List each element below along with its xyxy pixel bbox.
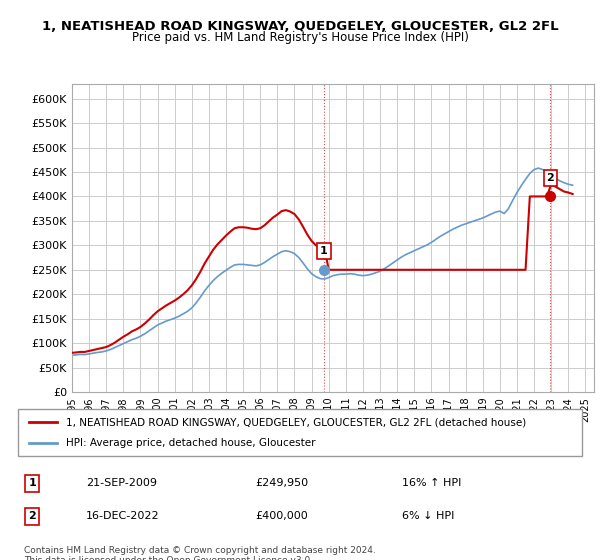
Text: 21-SEP-2009: 21-SEP-2009 [86, 478, 157, 488]
Text: HPI: Average price, detached house, Gloucester: HPI: Average price, detached house, Glou… [66, 438, 316, 448]
Text: 2: 2 [28, 511, 36, 521]
Text: 16-DEC-2022: 16-DEC-2022 [86, 511, 160, 521]
Text: Contains HM Land Registry data © Crown copyright and database right 2024.
This d: Contains HM Land Registry data © Crown c… [24, 546, 376, 560]
Text: 6% ↓ HPI: 6% ↓ HPI [401, 511, 454, 521]
FancyBboxPatch shape [18, 409, 582, 456]
Text: 1, NEATISHEAD ROAD KINGSWAY, QUEDGELEY, GLOUCESTER, GL2 2FL (detached house): 1, NEATISHEAD ROAD KINGSWAY, QUEDGELEY, … [66, 417, 526, 427]
Text: 1: 1 [320, 246, 328, 256]
Text: 1: 1 [28, 478, 36, 488]
Text: Price paid vs. HM Land Registry's House Price Index (HPI): Price paid vs. HM Land Registry's House … [131, 31, 469, 44]
Text: 2: 2 [547, 172, 554, 183]
Text: £249,950: £249,950 [255, 478, 308, 488]
Text: 16% ↑ HPI: 16% ↑ HPI [401, 478, 461, 488]
Text: 1, NEATISHEAD ROAD KINGSWAY, QUEDGELEY, GLOUCESTER, GL2 2FL: 1, NEATISHEAD ROAD KINGSWAY, QUEDGELEY, … [41, 20, 559, 32]
Text: £400,000: £400,000 [255, 511, 308, 521]
